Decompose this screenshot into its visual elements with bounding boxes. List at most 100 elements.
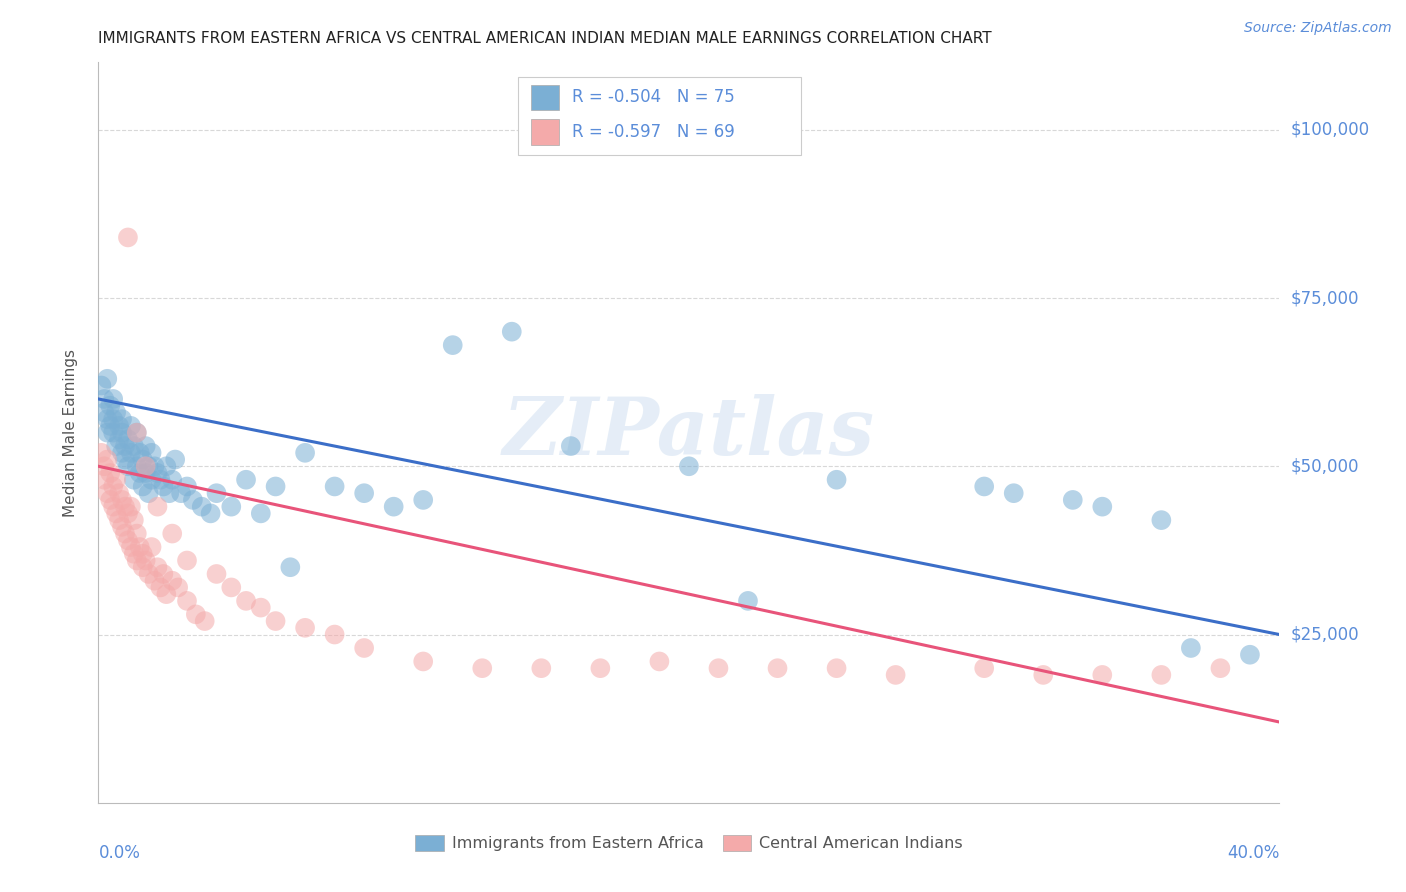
Point	[162, 574, 183, 588]
Point	[114, 500, 136, 514]
Point	[280, 560, 302, 574]
Point	[132, 479, 155, 493]
Point	[973, 661, 995, 675]
Point	[128, 540, 150, 554]
Point	[1209, 661, 1232, 675]
Point	[1150, 668, 1173, 682]
Point	[648, 655, 671, 669]
Point	[353, 640, 375, 655]
Point	[120, 540, 142, 554]
Point	[108, 513, 131, 527]
Point	[103, 392, 125, 406]
Point	[323, 479, 346, 493]
Point	[264, 479, 287, 493]
Point	[138, 566, 160, 581]
Point	[117, 507, 139, 521]
Point	[93, 459, 115, 474]
Point	[250, 600, 273, 615]
Point	[122, 473, 145, 487]
Point	[1032, 668, 1054, 682]
Point	[441, 338, 464, 352]
Point	[135, 459, 157, 474]
Point	[1239, 648, 1261, 662]
Point	[103, 412, 125, 426]
Point	[382, 500, 405, 514]
Point	[132, 547, 155, 561]
Point	[111, 520, 134, 534]
Point	[117, 433, 139, 447]
Point	[191, 500, 214, 514]
Point	[111, 492, 134, 507]
Point	[155, 587, 177, 601]
Point	[152, 479, 174, 493]
Point	[200, 507, 222, 521]
Point	[146, 500, 169, 514]
Point	[117, 459, 139, 474]
Point	[103, 500, 125, 514]
Point	[152, 566, 174, 581]
Point	[90, 446, 112, 460]
Point	[205, 566, 228, 581]
Point	[176, 479, 198, 493]
Point	[264, 614, 287, 628]
Point	[120, 446, 142, 460]
Point	[141, 540, 163, 554]
Point	[96, 425, 118, 440]
Point	[98, 418, 121, 433]
Point	[105, 507, 128, 521]
Text: $100,000: $100,000	[1291, 120, 1369, 139]
Text: Source: ZipAtlas.com: Source: ZipAtlas.com	[1244, 21, 1392, 35]
Point	[122, 547, 145, 561]
Point	[125, 526, 148, 541]
Point	[122, 513, 145, 527]
Text: 0.0%: 0.0%	[98, 844, 141, 862]
Text: $75,000: $75,000	[1291, 289, 1360, 307]
Text: IMMIGRANTS FROM EASTERN AFRICA VS CENTRAL AMERICAN INDIAN MEDIAN MALE EARNINGS C: IMMIGRANTS FROM EASTERN AFRICA VS CENTRA…	[98, 31, 993, 46]
Point	[167, 581, 190, 595]
Point	[138, 459, 160, 474]
Point	[96, 452, 118, 467]
Point	[93, 405, 115, 419]
Point	[250, 507, 273, 521]
Point	[205, 486, 228, 500]
Point	[96, 486, 118, 500]
Point	[98, 466, 121, 480]
Point	[132, 452, 155, 467]
Point	[114, 526, 136, 541]
Point	[105, 473, 128, 487]
Point	[149, 473, 172, 487]
Point	[120, 500, 142, 514]
Text: R = -0.597   N = 69: R = -0.597 N = 69	[572, 123, 735, 141]
Point	[501, 325, 523, 339]
Point	[221, 581, 243, 595]
Point	[135, 439, 157, 453]
Point	[155, 459, 177, 474]
Point	[766, 661, 789, 675]
Point	[125, 425, 148, 440]
Point	[114, 452, 136, 467]
Legend: Immigrants from Eastern Africa, Central American Indians: Immigrants from Eastern Africa, Central …	[409, 829, 969, 858]
Point	[103, 425, 125, 440]
Point	[1180, 640, 1202, 655]
Point	[825, 661, 848, 675]
Point	[141, 446, 163, 460]
Point	[162, 526, 183, 541]
Point	[353, 486, 375, 500]
Point	[825, 473, 848, 487]
Point	[1150, 513, 1173, 527]
Point	[323, 627, 346, 641]
Point	[103, 479, 125, 493]
Point	[105, 439, 128, 453]
Point	[184, 607, 207, 622]
Point	[117, 230, 139, 244]
Point	[108, 486, 131, 500]
Point	[125, 459, 148, 474]
Point	[135, 466, 157, 480]
Point	[146, 560, 169, 574]
Point	[1062, 492, 1084, 507]
Point	[111, 412, 134, 426]
Point	[170, 486, 193, 500]
FancyBboxPatch shape	[530, 85, 560, 110]
Point	[1091, 500, 1114, 514]
Point	[111, 446, 134, 460]
